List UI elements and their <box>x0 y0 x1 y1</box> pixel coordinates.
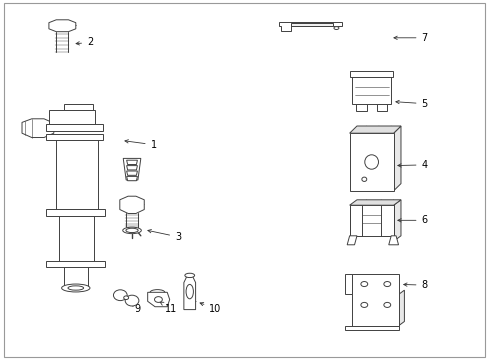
Text: 2: 2 <box>76 37 93 48</box>
Polygon shape <box>183 275 195 310</box>
Polygon shape <box>393 126 400 191</box>
Polygon shape <box>46 209 105 216</box>
Polygon shape <box>22 119 54 138</box>
Ellipse shape <box>360 302 367 307</box>
Polygon shape <box>398 290 404 326</box>
Polygon shape <box>49 20 76 32</box>
Polygon shape <box>126 160 137 165</box>
Polygon shape <box>349 71 392 77</box>
Polygon shape <box>63 104 93 110</box>
Text: 6: 6 <box>397 215 427 225</box>
Text: 3: 3 <box>147 230 181 242</box>
Ellipse shape <box>185 284 193 299</box>
Polygon shape <box>46 124 102 131</box>
Text: 4: 4 <box>397 160 427 170</box>
Polygon shape <box>349 126 400 133</box>
Polygon shape <box>290 23 332 26</box>
Polygon shape <box>388 236 398 245</box>
Polygon shape <box>126 166 137 170</box>
Ellipse shape <box>154 297 162 302</box>
Ellipse shape <box>123 296 128 300</box>
Polygon shape <box>346 236 356 245</box>
Ellipse shape <box>333 27 338 30</box>
Ellipse shape <box>126 228 138 233</box>
Polygon shape <box>46 261 105 267</box>
Polygon shape <box>59 216 94 263</box>
Ellipse shape <box>364 155 378 169</box>
Polygon shape <box>351 77 390 104</box>
Ellipse shape <box>122 227 141 234</box>
Text: 1: 1 <box>125 140 157 150</box>
Text: 9: 9 <box>131 303 141 314</box>
Polygon shape <box>344 326 398 330</box>
Polygon shape <box>349 205 361 236</box>
Text: 8: 8 <box>403 280 427 290</box>
Ellipse shape <box>61 284 90 292</box>
Polygon shape <box>126 176 137 181</box>
Text: 11: 11 <box>160 302 177 314</box>
Ellipse shape <box>113 290 127 301</box>
Polygon shape <box>349 133 393 191</box>
Polygon shape <box>344 274 351 294</box>
Text: 7: 7 <box>393 33 427 43</box>
Polygon shape <box>349 200 400 205</box>
Polygon shape <box>120 196 144 213</box>
Polygon shape <box>126 171 137 175</box>
Polygon shape <box>355 104 366 111</box>
Ellipse shape <box>68 286 83 290</box>
Polygon shape <box>147 292 169 307</box>
Polygon shape <box>49 110 95 124</box>
Ellipse shape <box>125 295 139 306</box>
Polygon shape <box>63 267 88 286</box>
Polygon shape <box>46 134 102 140</box>
Polygon shape <box>351 274 398 326</box>
Polygon shape <box>393 200 400 241</box>
Polygon shape <box>123 158 141 180</box>
Ellipse shape <box>383 282 390 287</box>
Ellipse shape <box>184 273 194 278</box>
Polygon shape <box>56 140 98 209</box>
Polygon shape <box>381 205 393 236</box>
Text: 10: 10 <box>200 302 221 314</box>
Polygon shape <box>376 104 386 111</box>
Ellipse shape <box>361 177 366 181</box>
Polygon shape <box>278 22 342 31</box>
Ellipse shape <box>360 282 367 287</box>
Ellipse shape <box>383 302 390 307</box>
Text: 5: 5 <box>395 99 427 109</box>
